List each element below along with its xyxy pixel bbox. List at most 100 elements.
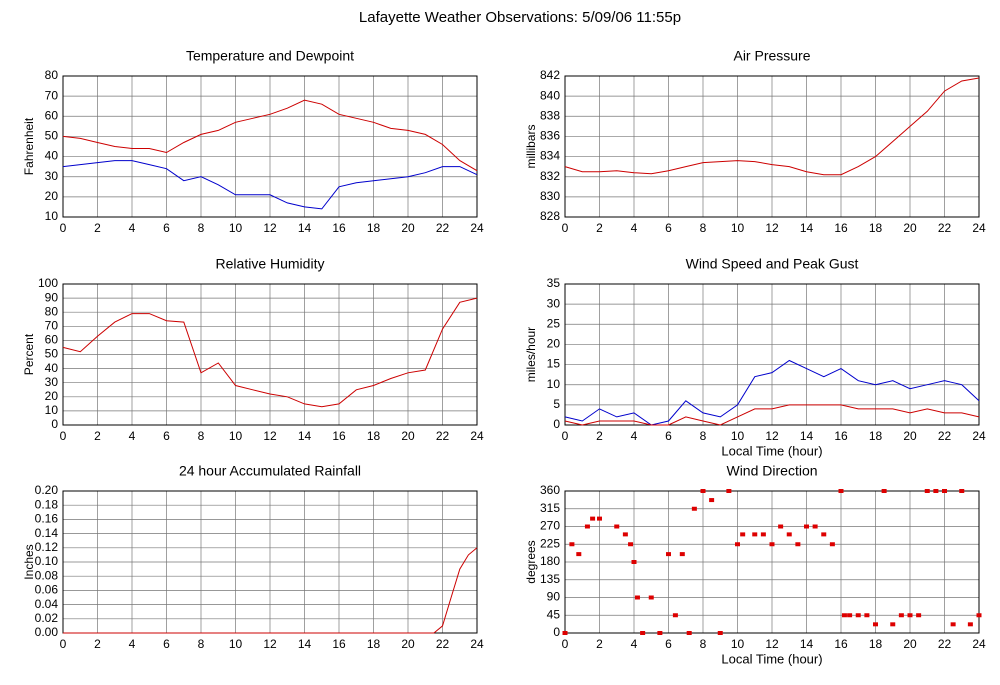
x-tick-label: 18	[367, 221, 381, 235]
data-point	[933, 489, 939, 493]
x-tick-label: 22	[436, 429, 450, 443]
y-tick-label: 834	[540, 149, 560, 163]
y-tick-label: 40	[45, 361, 59, 375]
x-tick-label: 4	[129, 637, 136, 651]
x-tick-label: 12	[263, 221, 277, 235]
data-point	[597, 516, 602, 521]
y-tick-label: 0	[553, 625, 560, 639]
data-line	[62, 99, 478, 172]
y-tick-label: 90	[547, 590, 561, 604]
data-point	[967, 622, 973, 627]
data-point	[657, 631, 663, 635]
data-point	[691, 506, 697, 511]
data-point	[769, 542, 775, 547]
x-tick-label: 10	[731, 429, 745, 443]
y-tick-label: 60	[45, 108, 59, 122]
x-tick-label: 20	[401, 221, 415, 235]
x-tick-label: 4	[631, 637, 638, 651]
x-tick-label: 22	[436, 221, 450, 235]
y-tick-label: 315	[540, 501, 560, 515]
y-tick-label: 360	[540, 483, 560, 497]
data-point	[841, 613, 847, 618]
x-tick-label: 0	[60, 429, 67, 443]
x-tick-label: 0	[562, 429, 569, 443]
y-tick-label: 25	[547, 316, 561, 330]
x-tick-label: 2	[596, 221, 603, 235]
data-point	[898, 613, 904, 618]
y-tick-label: 0	[51, 417, 58, 431]
data-point	[786, 532, 792, 537]
y-tick-label: 836	[540, 129, 560, 143]
y-tick-label: 20	[547, 337, 561, 351]
y-tick-label: 0.14	[35, 526, 59, 540]
plot-frame	[62, 283, 478, 426]
data-point	[679, 552, 685, 557]
x-tick-label: 18	[869, 429, 883, 443]
x-tick-label: 10	[731, 221, 745, 235]
y-tick-label: 10	[45, 209, 59, 223]
y-tick-label: 20	[45, 189, 59, 203]
chart-title: Relative Humidity	[216, 256, 325, 272]
x-tick-label: 6	[163, 429, 170, 443]
x-tick-label: 22	[938, 221, 952, 235]
y-tick-label: 40	[45, 149, 59, 163]
x-tick-label: 0	[562, 221, 569, 235]
y-tick-label: 0.12	[35, 540, 59, 554]
x-tick-label: 18	[869, 221, 883, 235]
x-tick-label: 20	[903, 429, 917, 443]
x-tick-label: 14	[800, 221, 814, 235]
data-point	[950, 622, 956, 627]
plot-frame	[564, 490, 980, 634]
data-point	[686, 631, 692, 635]
y-axis-label: millibars	[524, 124, 538, 168]
x-tick-label: 6	[665, 221, 672, 235]
x-tick-label: 18	[869, 637, 883, 651]
data-point	[959, 489, 965, 493]
x-tick-label: 0	[562, 637, 569, 651]
y-tick-label: 45	[547, 607, 561, 621]
data-point	[864, 613, 870, 618]
x-tick-label: 4	[631, 221, 638, 235]
x-tick-label: 8	[700, 637, 707, 651]
data-point	[569, 542, 575, 547]
data-point	[717, 631, 723, 635]
y-tick-label: 828	[540, 209, 560, 223]
data-line	[564, 359, 980, 426]
data-point	[976, 613, 982, 618]
x-tick-label: 10	[229, 637, 243, 651]
x-tick-label: 24	[470, 429, 484, 443]
x-tick-label: 16	[834, 429, 848, 443]
data-point	[942, 489, 947, 493]
x-axis-label: Local Time (hour)	[721, 651, 822, 666]
y-tick-label: 0.04	[35, 597, 59, 611]
y-tick-label: 70	[45, 318, 59, 332]
y-tick-label: 0.08	[35, 568, 59, 582]
data-point	[634, 595, 640, 600]
data-point	[648, 595, 654, 600]
y-tick-label: 0	[553, 417, 560, 431]
x-tick-label: 20	[903, 637, 917, 651]
x-tick-label: 24	[470, 637, 484, 651]
y-tick-label: 842	[540, 68, 560, 82]
y-axis-label: degrees	[524, 540, 538, 583]
x-tick-label: 4	[129, 429, 136, 443]
y-axis-label: Percent	[22, 333, 36, 375]
y-tick-label: 15	[547, 357, 561, 371]
y-tick-label: 90	[45, 290, 59, 304]
data-point	[924, 489, 930, 493]
x-tick-label: 20	[401, 637, 415, 651]
y-tick-label: 30	[547, 296, 561, 310]
x-tick-label: 16	[332, 637, 346, 651]
data-point	[735, 542, 740, 547]
y-tick-label: 30	[45, 375, 59, 389]
x-tick-label: 12	[765, 429, 779, 443]
x-tick-label: 0	[60, 221, 67, 235]
chart-title: Wind Direction	[726, 463, 817, 479]
y-tick-label: 838	[540, 108, 560, 122]
y-tick-label: 10	[45, 403, 59, 417]
x-tick-label: 2	[94, 429, 101, 443]
data-point	[631, 560, 637, 564]
page-title: Lafayette Weather Observations: 5/09/06 …	[359, 9, 681, 26]
x-tick-label: 22	[938, 637, 952, 651]
